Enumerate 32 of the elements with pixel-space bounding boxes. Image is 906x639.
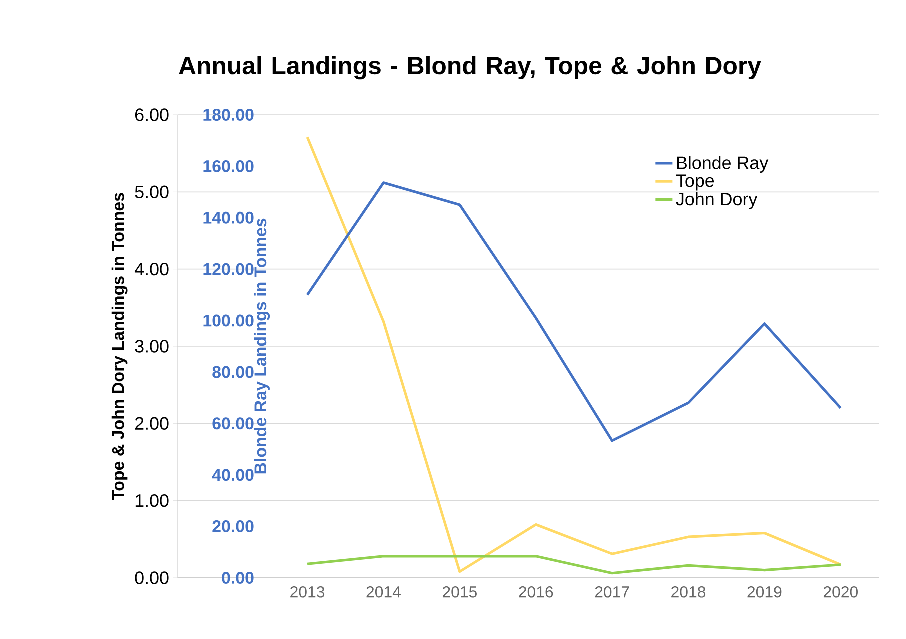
y-tick-label: 6.00: [135, 108, 169, 122]
y-axis-title: Tope & John Dory Landings in Tonnes: [112, 193, 128, 500]
y-tick-label: 3.00: [135, 340, 169, 353]
y2-tick-label: 160.00: [204, 160, 254, 172]
x-tick-label: 2014: [366, 586, 401, 598]
x-tick-label: 2019: [748, 586, 782, 598]
x-tick-label: 2016: [519, 586, 554, 598]
y2-tick-label: 20.00: [212, 520, 254, 533]
y2-tick-label: 80.00: [212, 366, 254, 378]
y2-tick-label: 100.00: [204, 314, 254, 327]
x-tick-label: 2017: [595, 586, 630, 598]
y-tick-label: 4.00: [134, 262, 169, 276]
y-tick-label: 0.00: [135, 572, 169, 584]
x-tick-label: 2018: [672, 586, 706, 598]
y2-tick-label: 0.00: [222, 572, 254, 584]
y2-tick-label: 40.00: [212, 469, 254, 482]
y2-axis-title: Blonde Ray Landings in Tonnes: [254, 218, 270, 474]
y2-tick-label: 180.00: [204, 108, 254, 121]
y2-tick-label: 140.00: [204, 212, 254, 224]
y2-tick-label: 120.00: [204, 263, 254, 276]
x-tick-label: 2015: [442, 586, 477, 598]
y-tick-label: 1.00: [136, 494, 169, 508]
x-tick-label: 2013: [290, 586, 325, 598]
legend-label: Tope: [676, 174, 714, 191]
y-tick-label: 5.00: [135, 186, 169, 199]
y-tick-label: 2.00: [135, 417, 169, 430]
line-series: [306, 136, 842, 574]
legend-label: John Dory: [676, 192, 758, 210]
legend-label: Blonde Ray: [677, 156, 769, 173]
x-tick-label: 2020: [824, 586, 858, 598]
chart-title: Annual Landings - Blond Ray, Tope & John Dory: [179, 56, 762, 80]
y2-tick-label: 60.00: [212, 418, 254, 430]
